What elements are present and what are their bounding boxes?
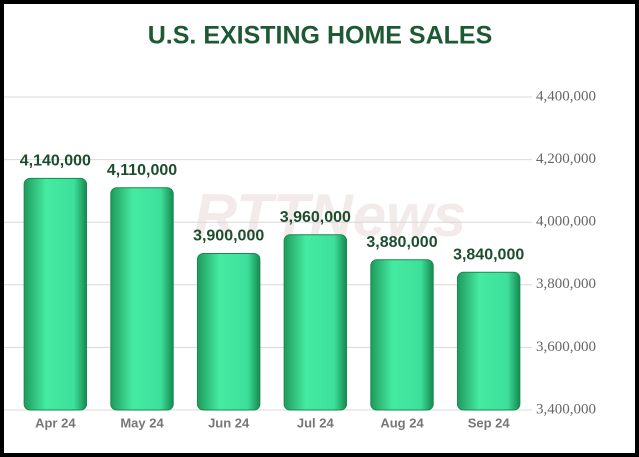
x-tick-label: Aug 24 — [380, 415, 424, 430]
x-tick-label: Sep 24 — [468, 415, 511, 430]
value-label: 3,880,000 — [366, 234, 437, 251]
bar — [110, 187, 174, 411]
x-tick-label: Jun 24 — [208, 415, 250, 430]
y-tick-label: 3,600,000 — [536, 339, 596, 355]
y-tick-label: 3,800,000 — [536, 276, 596, 292]
y-tick-label: 4,400,000 — [536, 88, 596, 104]
y-tick-label: 4,000,000 — [536, 214, 596, 230]
bar — [370, 259, 434, 411]
bar — [456, 271, 521, 411]
bar — [196, 253, 261, 411]
bar — [283, 234, 348, 411]
x-tick-label: May 24 — [120, 415, 164, 430]
value-label: 4,110,000 — [107, 162, 177, 179]
y-tick-label: 3,400,000 — [536, 401, 596, 417]
chart-title: U.S. EXISTING HOME SALES — [148, 22, 493, 50]
bar — [23, 177, 88, 411]
value-label: 3,840,000 — [453, 246, 524, 263]
value-label: 3,900,000 — [193, 228, 264, 245]
x-tick-label: Apr 24 — [35, 415, 76, 430]
x-tick-label: Jul 24 — [297, 415, 335, 430]
value-label: 3,960,000 — [280, 209, 351, 226]
y-tick-label: 4,200,000 — [536, 151, 596, 167]
value-label: 4,140,000 — [20, 153, 91, 170]
